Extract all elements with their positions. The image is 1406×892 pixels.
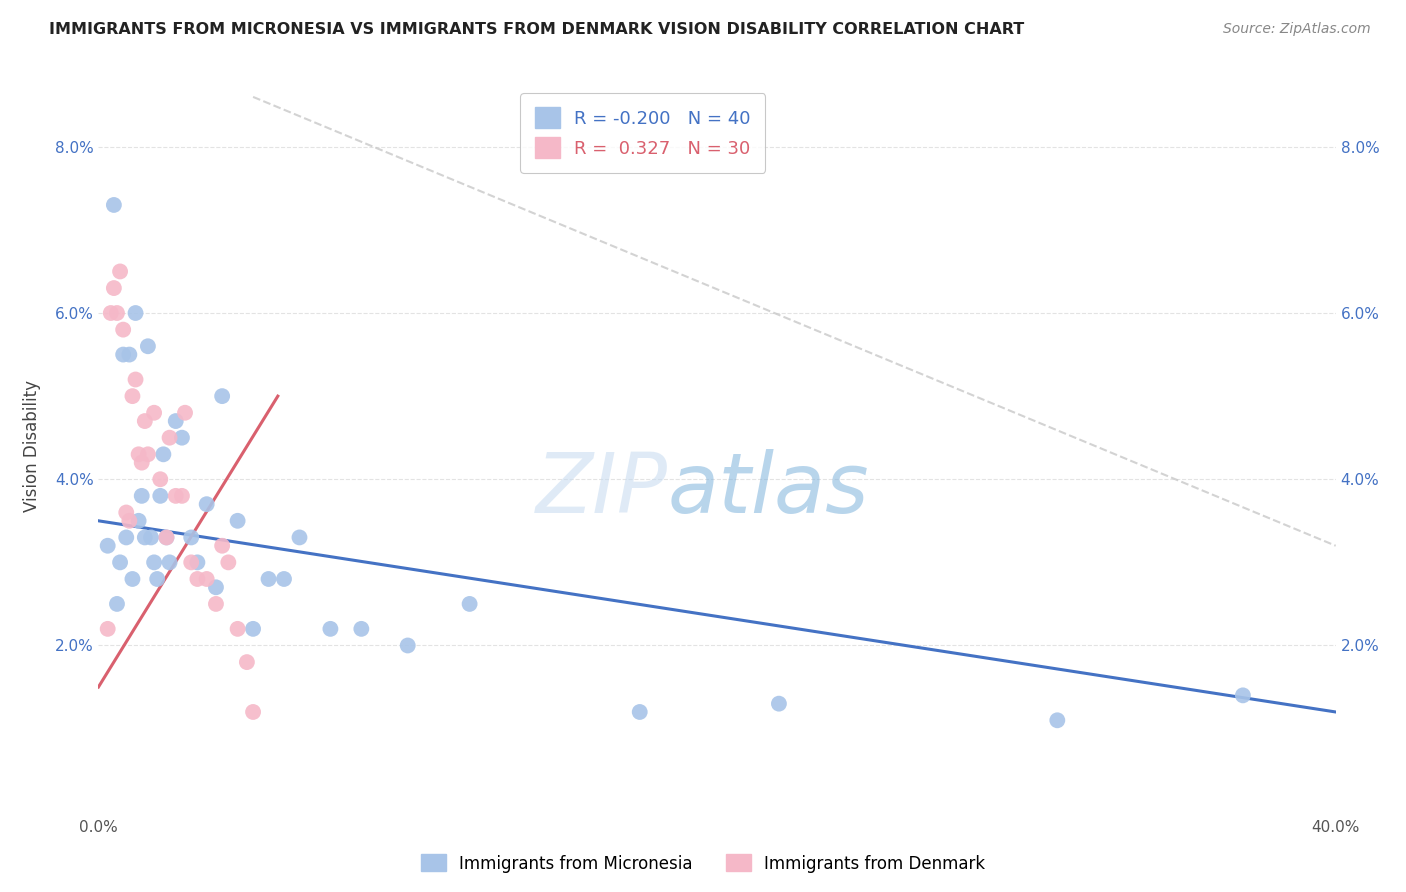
- Point: [149, 472, 172, 486]
- Point: [159, 431, 181, 445]
- Point: [211, 389, 233, 403]
- Point: [458, 597, 481, 611]
- Point: [174, 406, 197, 420]
- Point: [288, 530, 311, 544]
- Text: atlas: atlas: [668, 450, 869, 531]
- Point: [273, 572, 295, 586]
- Point: [124, 306, 146, 320]
- Point: [134, 530, 156, 544]
- Point: [136, 339, 159, 353]
- Point: [170, 489, 193, 503]
- Point: [115, 506, 138, 520]
- Point: [242, 622, 264, 636]
- Point: [170, 431, 193, 445]
- Y-axis label: Vision Disability: Vision Disability: [22, 380, 41, 512]
- Point: [186, 572, 208, 586]
- Point: [186, 555, 208, 569]
- Point: [165, 414, 187, 428]
- Point: [768, 697, 790, 711]
- Point: [100, 306, 122, 320]
- Point: [112, 347, 135, 362]
- Text: IMMIGRANTS FROM MICRONESIA VS IMMIGRANTS FROM DENMARK VISION DISABILITY CORRELAT: IMMIGRANTS FROM MICRONESIA VS IMMIGRANTS…: [49, 22, 1025, 37]
- Point: [195, 497, 218, 511]
- Point: [155, 530, 177, 544]
- Point: [131, 456, 153, 470]
- Point: [121, 572, 143, 586]
- Point: [226, 514, 249, 528]
- Legend: R = -0.200   N = 40, R =  0.327   N = 30: R = -0.200 N = 40, R = 0.327 N = 30: [520, 93, 765, 172]
- Point: [180, 555, 202, 569]
- Point: [136, 447, 159, 461]
- Point: [242, 705, 264, 719]
- Point: [97, 622, 120, 636]
- Point: [118, 347, 141, 362]
- Point: [350, 622, 373, 636]
- Point: [143, 406, 166, 420]
- Point: [159, 555, 181, 569]
- Point: [108, 264, 131, 278]
- Point: [105, 306, 128, 320]
- Point: [149, 489, 172, 503]
- Point: [124, 372, 146, 386]
- Point: [103, 281, 125, 295]
- Point: [180, 530, 202, 544]
- Point: [257, 572, 280, 586]
- Text: Source: ZipAtlas.com: Source: ZipAtlas.com: [1223, 22, 1371, 37]
- Point: [103, 198, 125, 212]
- Point: [139, 530, 162, 544]
- Point: [128, 447, 150, 461]
- Point: [1046, 714, 1069, 728]
- Point: [143, 555, 166, 569]
- Point: [217, 555, 239, 569]
- Text: ZIP: ZIP: [536, 450, 668, 531]
- Point: [236, 655, 259, 669]
- Point: [152, 447, 174, 461]
- Point: [1232, 689, 1254, 703]
- Point: [121, 389, 143, 403]
- Point: [396, 639, 419, 653]
- Legend: Immigrants from Micronesia, Immigrants from Denmark: Immigrants from Micronesia, Immigrants f…: [413, 847, 993, 880]
- Point: [108, 555, 131, 569]
- Point: [112, 323, 135, 337]
- Point: [155, 530, 177, 544]
- Point: [211, 539, 233, 553]
- Point: [97, 539, 120, 553]
- Point: [165, 489, 187, 503]
- Point: [195, 572, 218, 586]
- Point: [134, 414, 156, 428]
- Point: [205, 597, 228, 611]
- Point: [319, 622, 342, 636]
- Point: [131, 489, 153, 503]
- Point: [628, 705, 651, 719]
- Point: [118, 514, 141, 528]
- Point: [146, 572, 169, 586]
- Point: [226, 622, 249, 636]
- Point: [115, 530, 138, 544]
- Point: [128, 514, 150, 528]
- Point: [205, 580, 228, 594]
- Point: [105, 597, 128, 611]
